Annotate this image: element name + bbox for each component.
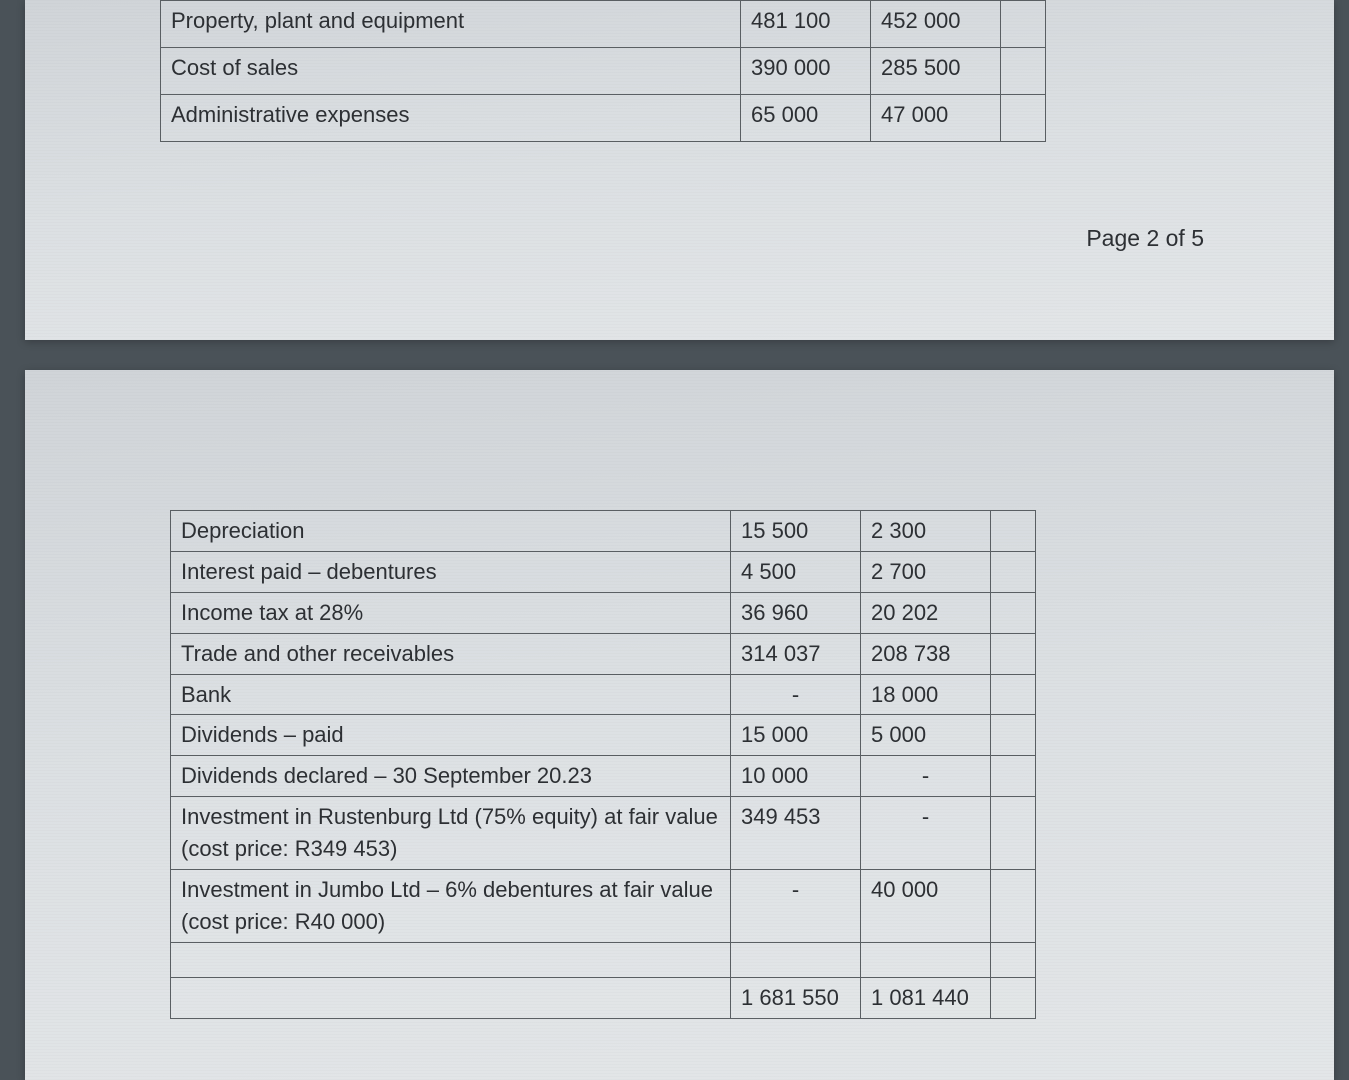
row-value-2: 47 000 [871,95,1001,142]
table-row: Investment in Jumbo Ltd – 6% debentures … [171,870,1036,943]
row-value-2: 2 300 [861,511,991,552]
row-label: Trade and other receivables [171,633,731,674]
row-label: Investment in Jumbo Ltd – 6% debentures … [171,870,731,943]
row-value-2: - [861,797,991,870]
table-row: Investment in Rustenburg Ltd (75% equity… [171,797,1036,870]
row-label [171,942,731,977]
row-label: Dividends declared – 30 September 20.23 [171,756,731,797]
row-value-1: 1 681 550 [731,977,861,1018]
row-label: Bank [171,674,731,715]
row-label: Income tax at 28% [171,592,731,633]
top-table-container: Property, plant and equipment481 100452 … [160,0,1046,142]
row-value-1: - [731,674,861,715]
row-label: Cost of sales [161,48,741,95]
row-value-3 [991,715,1036,756]
row-value-1: 15 000 [731,715,861,756]
row-value-3 [991,870,1036,943]
row-value-1: 36 960 [731,592,861,633]
row-value-3 [991,674,1036,715]
row-label: Property, plant and equipment [161,1,741,48]
row-value-2 [861,942,991,977]
row-value-3 [991,942,1036,977]
row-label: Investment in Rustenburg Ltd (75% equity… [171,797,731,870]
table-row: Depreciation15 5002 300 [171,511,1036,552]
row-value-2: 1 081 440 [861,977,991,1018]
table-row-total: 1 681 5501 081 440 [171,977,1036,1018]
row-value-1: 4 500 [731,551,861,592]
row-label: Dividends – paid [171,715,731,756]
row-value-2: 208 738 [861,633,991,674]
table-row: Dividends – paid15 0005 000 [171,715,1036,756]
row-value-2: - [861,756,991,797]
row-label: Interest paid – debentures [171,551,731,592]
row-value-1: 15 500 [731,511,861,552]
row-value-3 [991,511,1036,552]
row-value-2: 2 700 [861,551,991,592]
page-top: Property, plant and equipment481 100452 … [25,0,1334,340]
row-value-2: 18 000 [861,674,991,715]
row-value-3 [991,797,1036,870]
row-label: Administrative expenses [161,95,741,142]
table-row: Bank-18 000 [171,674,1036,715]
row-value-3 [991,977,1036,1018]
row-value-1: 65 000 [741,95,871,142]
row-value-1: 314 037 [731,633,861,674]
row-value-2: 452 000 [871,1,1001,48]
row-value-2: 5 000 [861,715,991,756]
row-value-1: 481 100 [741,1,871,48]
row-value-2: 285 500 [871,48,1001,95]
top-table: Property, plant and equipment481 100452 … [160,0,1046,142]
row-value-3 [991,551,1036,592]
bottom-table: Depreciation15 5002 300Interest paid – d… [170,510,1036,1019]
page-bottom: Depreciation15 5002 300Interest paid – d… [25,370,1334,1080]
row-value-3 [1001,1,1046,48]
table-row: Dividends declared – 30 September 20.231… [171,756,1036,797]
table-row-blank [171,942,1036,977]
row-value-3 [1001,95,1046,142]
table-row: Trade and other receivables314 037208 73… [171,633,1036,674]
table-row: Interest paid – debentures4 5002 700 [171,551,1036,592]
row-value-1 [731,942,861,977]
row-value-3 [1001,48,1046,95]
table-row: Administrative expenses65 00047 000 [161,95,1046,142]
bottom-table-container: Depreciation15 5002 300Interest paid – d… [170,510,1036,1019]
row-value-1: 10 000 [731,756,861,797]
table-row: Income tax at 28%36 96020 202 [171,592,1036,633]
row-value-1: 349 453 [731,797,861,870]
row-value-2: 20 202 [861,592,991,633]
row-label [171,977,731,1018]
page-indicator: Page 2 of 5 [1086,225,1204,252]
row-value-1: - [731,870,861,943]
row-value-1: 390 000 [741,48,871,95]
row-value-2: 40 000 [861,870,991,943]
row-value-3 [991,633,1036,674]
table-row: Property, plant and equipment481 100452 … [161,1,1046,48]
row-label: Depreciation [171,511,731,552]
row-value-3 [991,756,1036,797]
table-row: Cost of sales390 000285 500 [161,48,1046,95]
row-value-3 [991,592,1036,633]
